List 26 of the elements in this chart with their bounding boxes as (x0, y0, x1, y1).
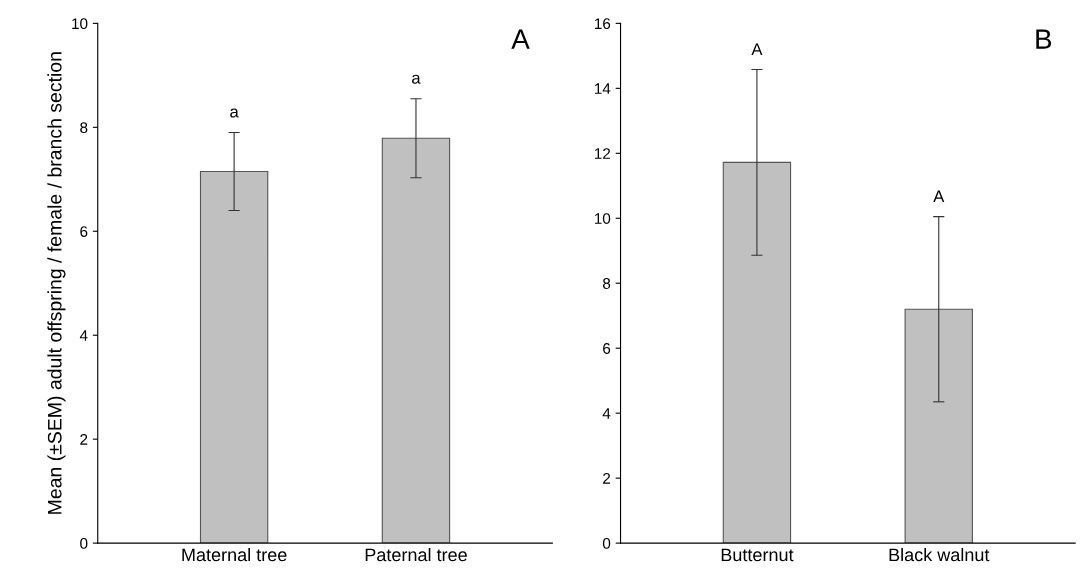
y-tick-label: 16 (594, 18, 611, 30)
x-tick-label: Black walnut (889, 547, 990, 562)
y-tick-label: 8 (602, 278, 611, 289)
annotation: a (230, 108, 239, 118)
x-tick-label: Butternut (721, 548, 794, 562)
chart-title: A (511, 29, 530, 49)
annotation: a (412, 74, 421, 84)
chart-title: B (1036, 29, 1052, 49)
y-tick-label: 0 (80, 537, 88, 549)
y-tick-label: 14 (594, 83, 611, 94)
y-tick-label: 10 (594, 213, 611, 224)
x-tick-label: Paternal tree (365, 547, 467, 562)
y-tick-label: 4 (79, 330, 88, 341)
annotation: A (751, 43, 763, 55)
annotation: A (933, 190, 945, 203)
y-tick-label: 2 (603, 473, 611, 484)
y-tick-label: 0 (602, 537, 611, 549)
y-tick-label: 12 (594, 148, 611, 159)
y-axis-title: Mean (±SEM) adult offspring / female / branch section (47, 52, 66, 514)
y-tick-label: 8 (80, 122, 88, 133)
y-tick-label: 4 (602, 408, 611, 419)
y-tick-label: 6 (603, 343, 611, 354)
y-tick-label: 10 (72, 18, 88, 30)
y-tick-label: 6 (80, 226, 88, 237)
x-tick-label: Maternal tree (182, 547, 287, 562)
y-tick-label: 2 (80, 434, 88, 445)
